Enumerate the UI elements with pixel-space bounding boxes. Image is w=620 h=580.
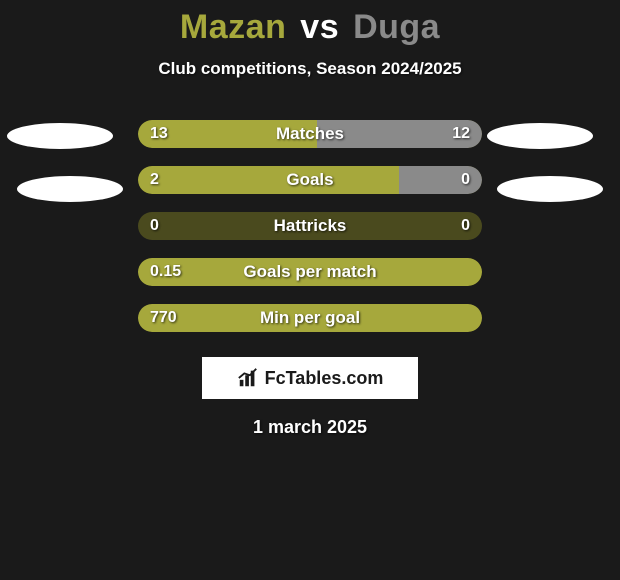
stat-row: 0.15Goals per match — [0, 249, 620, 295]
team-badge-placeholder — [487, 123, 593, 149]
team-badge-placeholder — [17, 176, 123, 202]
team-badge-placeholder — [7, 123, 113, 149]
stat-bar: 0.15Goals per match — [138, 258, 482, 286]
bar-left-fill — [138, 304, 482, 332]
bar-left-fill — [138, 258, 482, 286]
player1-name: Mazan — [180, 8, 286, 46]
stat-value-right: 0 — [461, 212, 470, 240]
stat-bar: 20Goals — [138, 166, 482, 194]
logo-text: FcTables.com — [265, 368, 384, 389]
date-label: 1 march 2025 — [0, 417, 620, 438]
stat-label: Hattricks — [138, 212, 482, 240]
stat-value-left: 0 — [150, 212, 159, 240]
stat-row: 0 0Hattricks — [0, 203, 620, 249]
player2-name: Duga — [353, 8, 440, 46]
stat-value-right: 12 — [452, 120, 470, 148]
infographic-container: Mazan vs Duga Club competitions, Season … — [0, 0, 620, 580]
stat-value-left: 2 — [150, 166, 159, 194]
bar-left-fill — [138, 166, 399, 194]
bar-chart-icon — [237, 367, 259, 389]
stat-bar: 770Min per goal — [138, 304, 482, 332]
stat-bar: 1312Matches — [138, 120, 482, 148]
stat-bar: 0 0Hattricks — [138, 212, 482, 240]
subtitle: Club competitions, Season 2024/2025 — [0, 59, 620, 79]
logo-box: FcTables.com — [202, 357, 418, 399]
stat-value-left: 0.15 — [150, 258, 181, 286]
stat-value-right: 0 — [461, 166, 470, 194]
title-vs: vs — [300, 8, 339, 46]
stat-value-left: 770 — [150, 304, 177, 332]
main-title: Mazan vs Duga — [0, 0, 620, 47]
stat-row: 770Min per goal — [0, 295, 620, 341]
team-badge-placeholder — [497, 176, 603, 202]
stat-value-left: 13 — [150, 120, 168, 148]
